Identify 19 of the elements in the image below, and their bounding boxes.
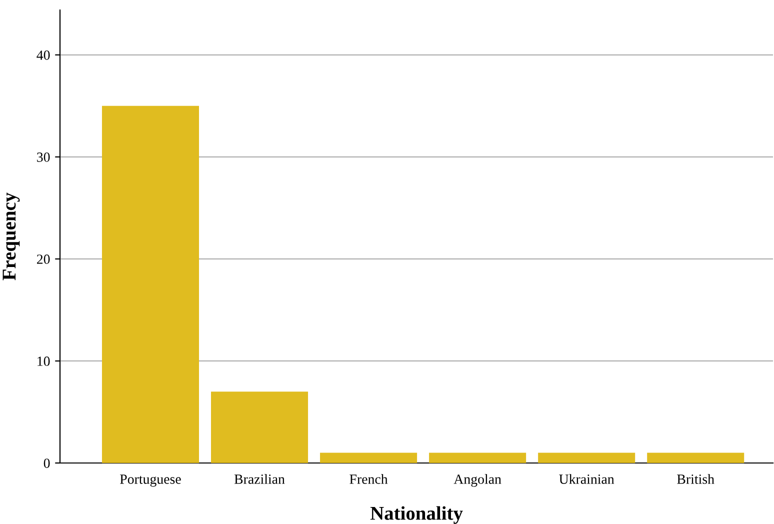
- y-tick-label: 30: [37, 152, 50, 162]
- bar: [102, 106, 199, 463]
- y-tick-label: 20: [37, 254, 50, 264]
- x-tick-label: French: [350, 474, 388, 484]
- bar: [538, 452, 636, 463]
- bar: [429, 452, 526, 463]
- bar: [210, 392, 308, 463]
- x-axis-title: Nationality: [370, 506, 463, 524]
- x-tick-label: Ukrainian: [559, 474, 614, 484]
- x-tick-label: Angolan: [454, 474, 502, 487]
- x-tick-label: Brazilian: [234, 474, 285, 484]
- y-tick-label: 10: [38, 356, 50, 366]
- x-tick-label: Portuguese: [120, 474, 181, 487]
- y-tick-label: 40: [36, 50, 50, 60]
- bar: [647, 452, 744, 463]
- y-tick-label: 0: [44, 458, 50, 468]
- bar: [320, 452, 418, 463]
- x-tick-label: British: [677, 474, 714, 484]
- y-axis-title: Frequency: [2, 192, 20, 280]
